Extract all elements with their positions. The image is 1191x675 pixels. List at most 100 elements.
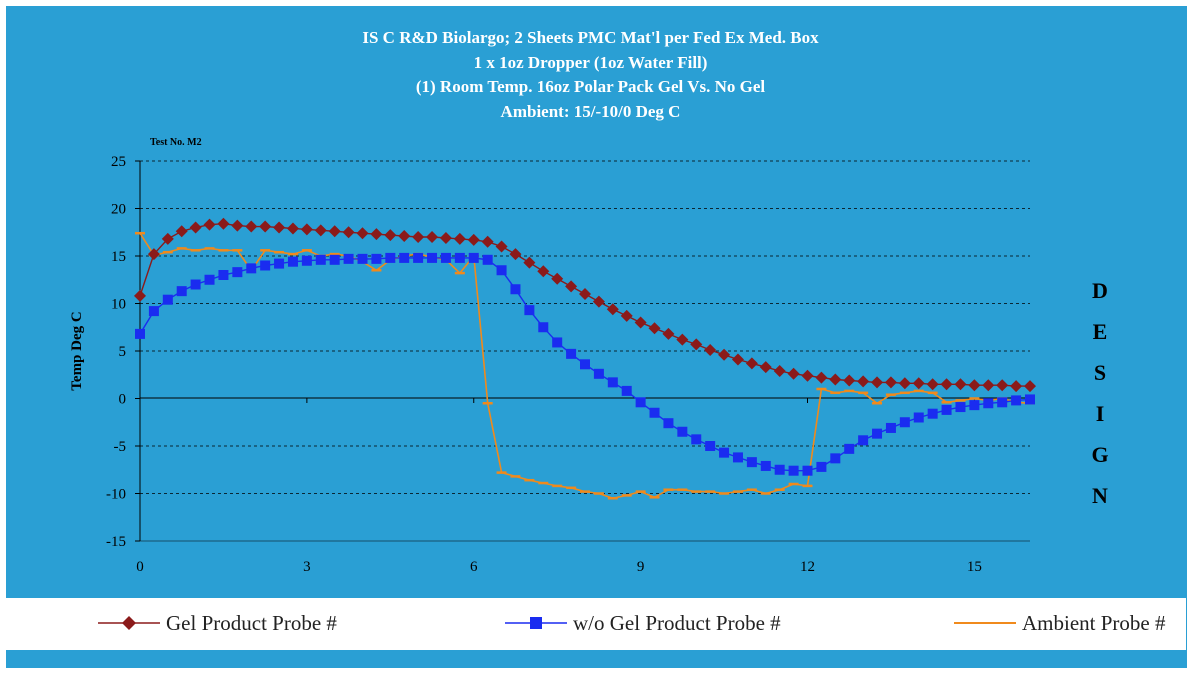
- x-tick-label: 15: [967, 559, 982, 575]
- data-point: [260, 260, 271, 271]
- x-tick-label: 0: [136, 559, 144, 575]
- data-point: [801, 369, 814, 382]
- data-point: [538, 322, 549, 333]
- y-tick-label: -5: [114, 439, 127, 455]
- gridlines: [140, 160, 1030, 494]
- data-point: [537, 265, 550, 278]
- data-point: [523, 256, 536, 269]
- data-point: [259, 220, 272, 233]
- data-point: [162, 294, 173, 305]
- data-point: [773, 364, 786, 377]
- y-tick-label: 5: [119, 344, 127, 360]
- legend-item-gel: Gel Product Probe #: [98, 608, 337, 638]
- data-point: [1010, 380, 1023, 393]
- data-point: [551, 272, 564, 285]
- data-point: [676, 333, 689, 346]
- data-point: [245, 220, 258, 233]
- data-point: [677, 426, 688, 437]
- data-point: [858, 435, 869, 446]
- data-point: [454, 252, 465, 263]
- data-point: [745, 357, 758, 370]
- y-tick-label: 10: [111, 297, 126, 313]
- data-point: [231, 219, 244, 232]
- data-point: [343, 253, 354, 264]
- data-point: [997, 397, 1008, 408]
- legend-label-no-gel: w/o Gel Product Probe #: [573, 610, 781, 635]
- legend: Gel Product Probe # w/o Gel Product Prob…: [6, 598, 1186, 650]
- data-point: [620, 309, 633, 322]
- data-point: [204, 274, 215, 285]
- data-point: [691, 434, 702, 445]
- data-point: [314, 224, 327, 237]
- data-point: [788, 465, 799, 476]
- data-point: [926, 378, 939, 391]
- data-point: [885, 422, 896, 433]
- data-point: [300, 223, 313, 236]
- data-point: [315, 254, 326, 265]
- legend-item-no-gel: w/o Gel Product Probe #: [505, 608, 781, 638]
- data-point: [566, 348, 577, 359]
- x-tick-label: 3: [303, 559, 311, 575]
- data-point: [1011, 395, 1022, 406]
- data-point: [439, 231, 452, 244]
- x-tick-label: 12: [800, 559, 815, 575]
- series-2: [135, 231, 1035, 500]
- data-point: [857, 375, 870, 388]
- data-point: [580, 359, 590, 370]
- data-point: [983, 398, 994, 409]
- data-point: [592, 295, 605, 308]
- data-point: [329, 254, 340, 265]
- data-point: [246, 263, 257, 274]
- data-point: [649, 407, 660, 418]
- data-point: [482, 254, 493, 265]
- y-tick-label: 20: [111, 202, 126, 218]
- data-point: [731, 353, 744, 366]
- data-point: [370, 228, 383, 241]
- data-point: [218, 270, 229, 280]
- data-point: [189, 221, 202, 234]
- legend-label-ambient: Ambient Probe #: [1022, 610, 1166, 635]
- data-point: [232, 267, 243, 278]
- data-point: [176, 286, 187, 297]
- data-point: [955, 402, 966, 413]
- data-point: [524, 305, 535, 316]
- data-point: [982, 379, 995, 392]
- data-point: [399, 252, 410, 263]
- data-point: [426, 231, 439, 243]
- data-point: [203, 218, 216, 231]
- data-point: [496, 265, 507, 276]
- data-point: [384, 229, 397, 242]
- data-point: [593, 368, 604, 379]
- data-point: [175, 225, 188, 238]
- data-point: [719, 447, 730, 458]
- data-point: [759, 361, 772, 374]
- data-point: [774, 464, 785, 475]
- series-layer: [134, 217, 1036, 500]
- data-point: [871, 376, 884, 389]
- data-point: [872, 428, 883, 439]
- data-point: [732, 452, 743, 463]
- test-number-annotation: Test No. M2: [150, 137, 202, 148]
- data-point: [328, 225, 341, 238]
- series-1: [135, 252, 1035, 476]
- x-tick-label: 6: [470, 559, 478, 575]
- data-point: [884, 376, 897, 389]
- data-point: [552, 337, 563, 348]
- title-line-4: Ambient: 15/-10/0 Deg C: [500, 101, 681, 121]
- data-point: [1024, 380, 1036, 393]
- legend-label-gel: Gel Product Probe #: [166, 610, 337, 635]
- data-point: [704, 344, 717, 357]
- y-axis-label: Temp Deg C: [69, 311, 85, 390]
- data-point: [634, 316, 647, 329]
- data-point: [371, 253, 382, 264]
- design-letter: I: [1095, 401, 1105, 426]
- series-0: [134, 217, 1036, 393]
- data-point: [663, 418, 674, 429]
- data-point: [1025, 394, 1035, 405]
- legend-swatch-no-gel: [505, 617, 567, 629]
- data-point: [385, 252, 396, 263]
- data-point: [273, 221, 286, 234]
- legend-swatch-ambient: [954, 622, 1016, 624]
- data-point: [509, 248, 522, 261]
